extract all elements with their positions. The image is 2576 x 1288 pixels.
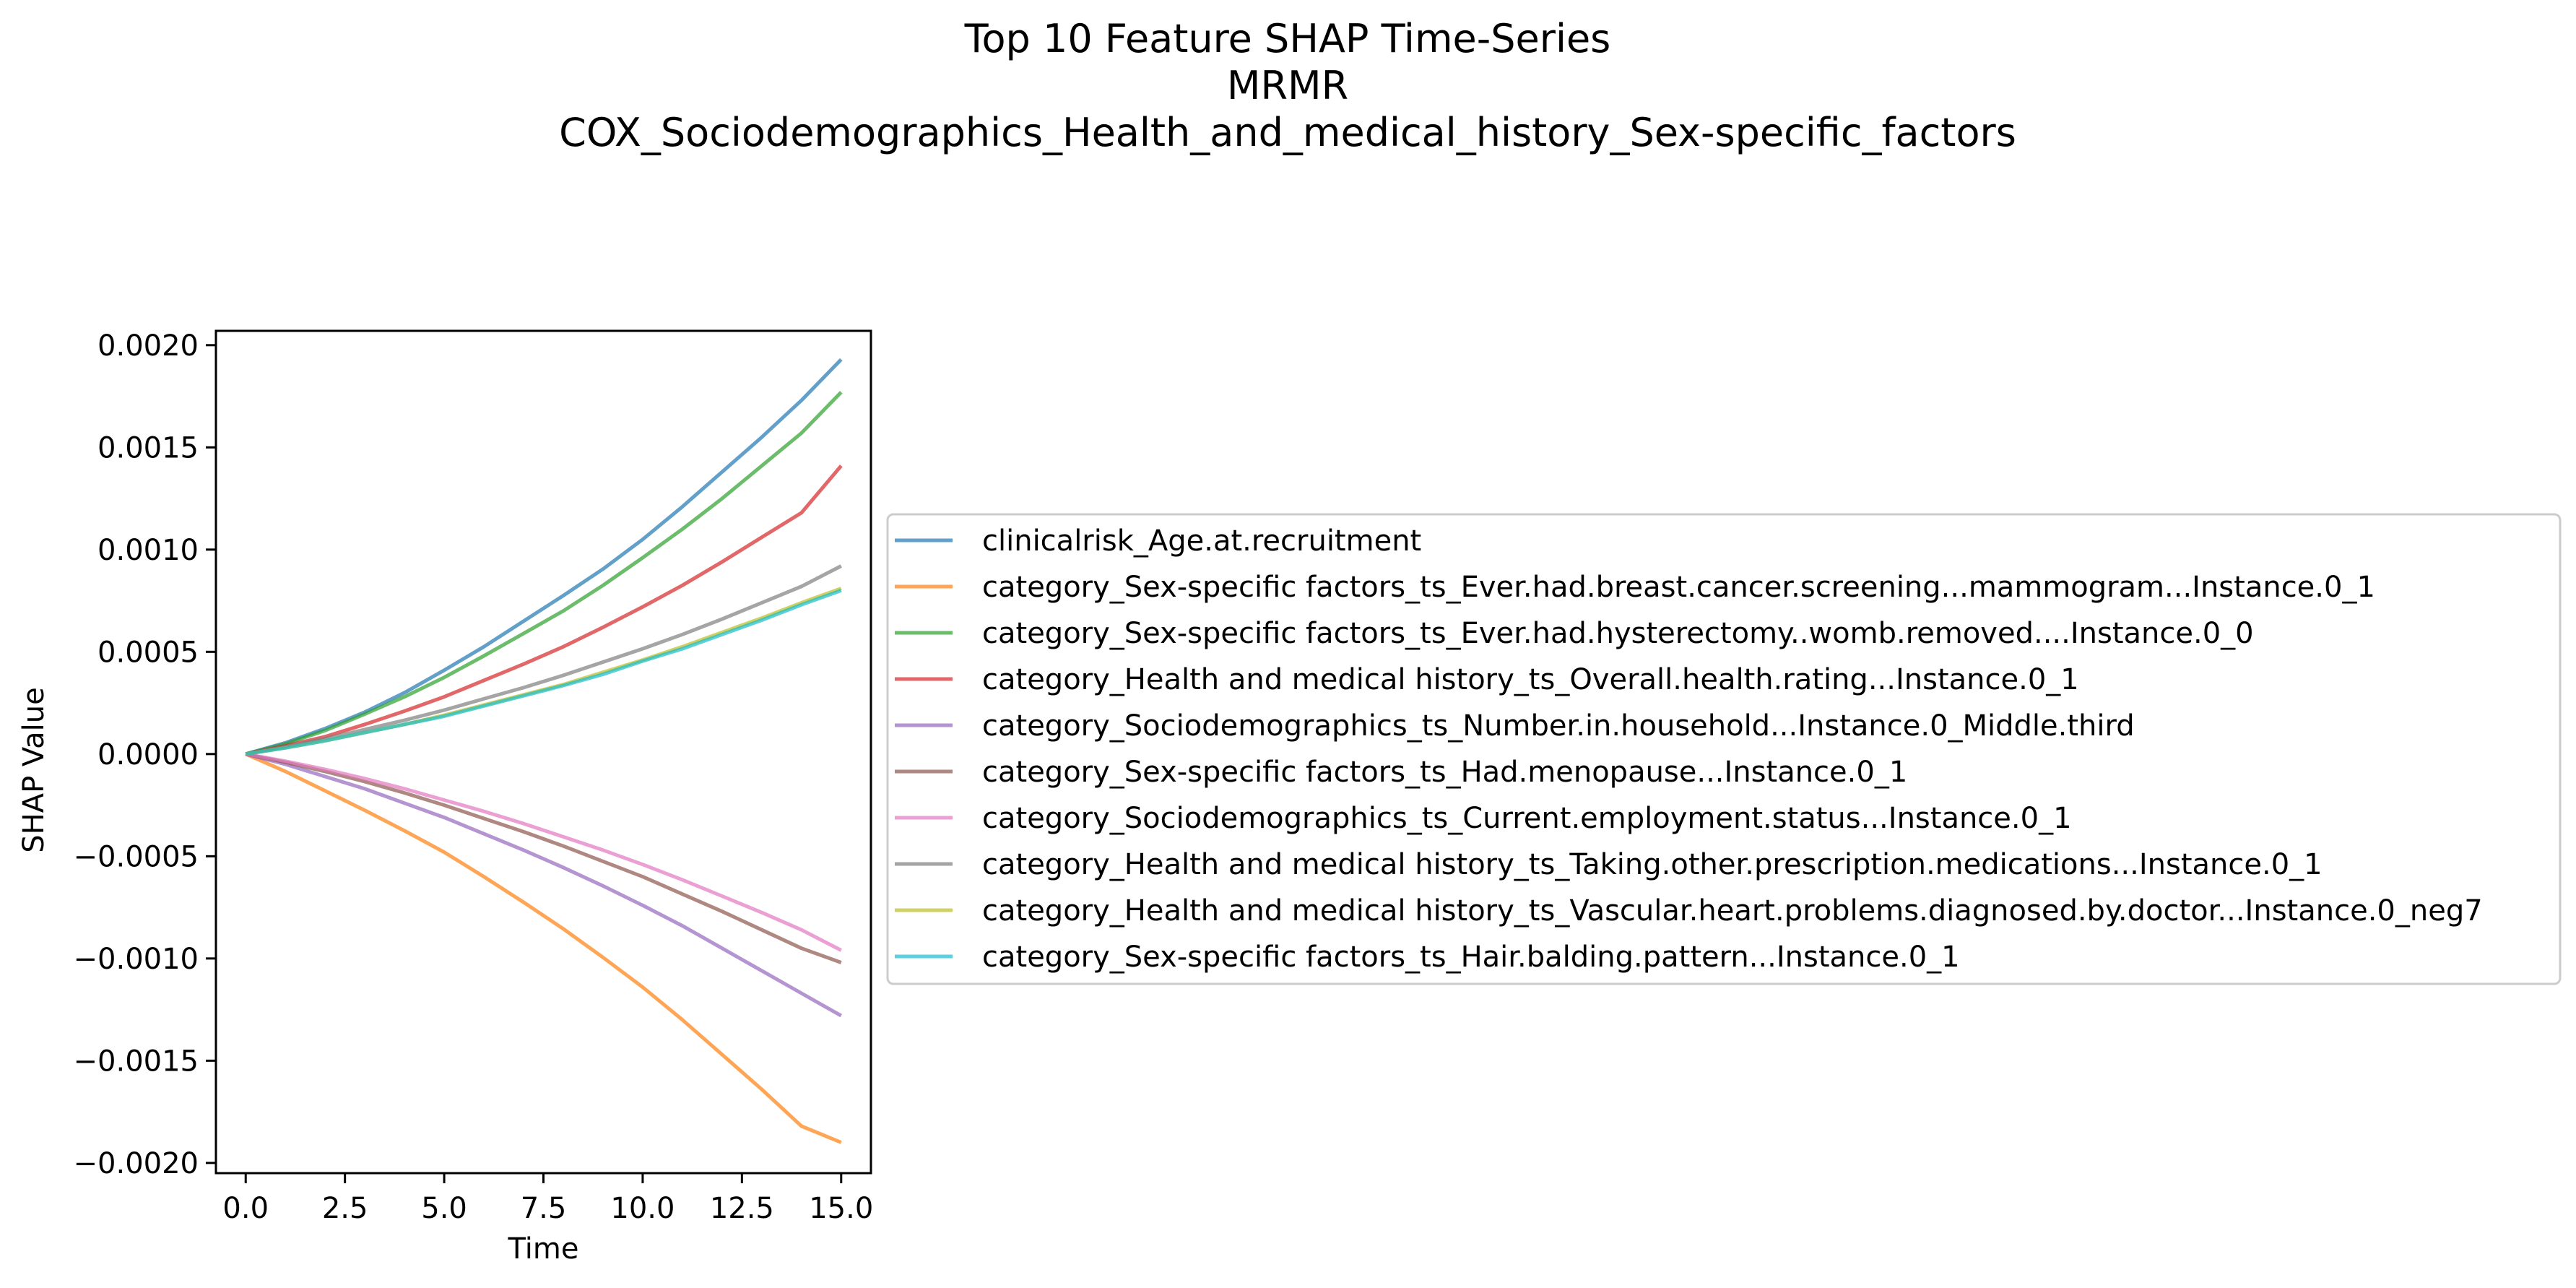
chart-title-line-1: Top 10 Feature SHAP Time-Series [964,16,1611,61]
legend-label: category_Sex-specific factors_ts_Ever.ha… [982,571,2375,604]
x-tick-label: 5.0 [421,1192,467,1225]
legend-label: category_Health and medical history_ts_O… [982,663,2079,696]
x-axis: 0.0 2.5 5.0 7.5 10.0 12.5 15.0 [222,1173,873,1225]
legend-label: category_Health and medical history_ts_T… [982,848,2323,881]
legend-label: category_Sociodemographics_ts_Current.em… [982,802,2072,835]
y-tick-label: 0.0015 [97,431,199,464]
y-tick-label: −0.0005 [74,840,199,873]
y-tick-label: 0.0005 [97,636,199,669]
y-tick-label: 0.0010 [97,534,199,567]
series-line-8 [245,564,842,756]
legend-label: clinicalrisk_Age.at.recruitment [982,524,1421,558]
chart-title: Top 10 Feature SHAP Time-Series MRMR COX… [559,16,2016,155]
x-axis-label: Time [508,1232,579,1266]
y-tick-label: 0.0000 [97,738,199,771]
chart-title-line-2: MRMR [1227,63,1348,108]
y-tick-label: −0.0020 [74,1147,199,1180]
legend-label: category_Sociodemographics_ts_Number.in.… [982,709,2135,743]
legend-label: category_Sex-specific factors_ts_Had.men… [982,756,1907,789]
x-tick-label: 15.0 [809,1192,873,1225]
series-line-5 [245,752,843,1018]
series-line-9 [245,587,842,756]
legend-label: category_Sex-specific factors_ts_Ever.ha… [982,617,2254,650]
series-line-6 [245,752,842,964]
x-tick-label: 12.5 [710,1192,774,1225]
x-tick-label: 0.0 [222,1192,269,1225]
y-tick-label: 0.0020 [97,329,199,363]
series-line-7 [245,752,842,952]
x-tick-label: 7.5 [521,1192,567,1225]
series-line-4 [245,464,843,756]
series-lines [245,358,843,1144]
y-axis-label: SHAP Value [17,687,51,853]
y-tick-label: −0.0015 [74,1045,199,1078]
legend-label: category_Health and medical history_ts_V… [982,894,2483,928]
legend: clinicalrisk_Age.at.recruitment category_… [886,513,2562,985]
x-tick-label: 10.0 [610,1192,675,1225]
series-line-2 [245,752,842,1144]
legend-box [886,513,2562,985]
legend-label: category_Sex-specific factors_ts_Hair.ba… [982,941,1960,974]
series-line-1 [245,358,843,756]
y-tick-label: −0.0010 [74,943,199,976]
y-axis: 0.0020 0.0015 0.0010 0.0005 0.0000 −0.0005 −0.… [74,329,216,1180]
series-line-3 [245,391,843,756]
series-line-10 [245,589,842,756]
chart-title-line-3: COX_Sociodemographics_Health_and_medical… [559,110,2016,155]
x-tick-label: 2.5 [322,1192,368,1225]
